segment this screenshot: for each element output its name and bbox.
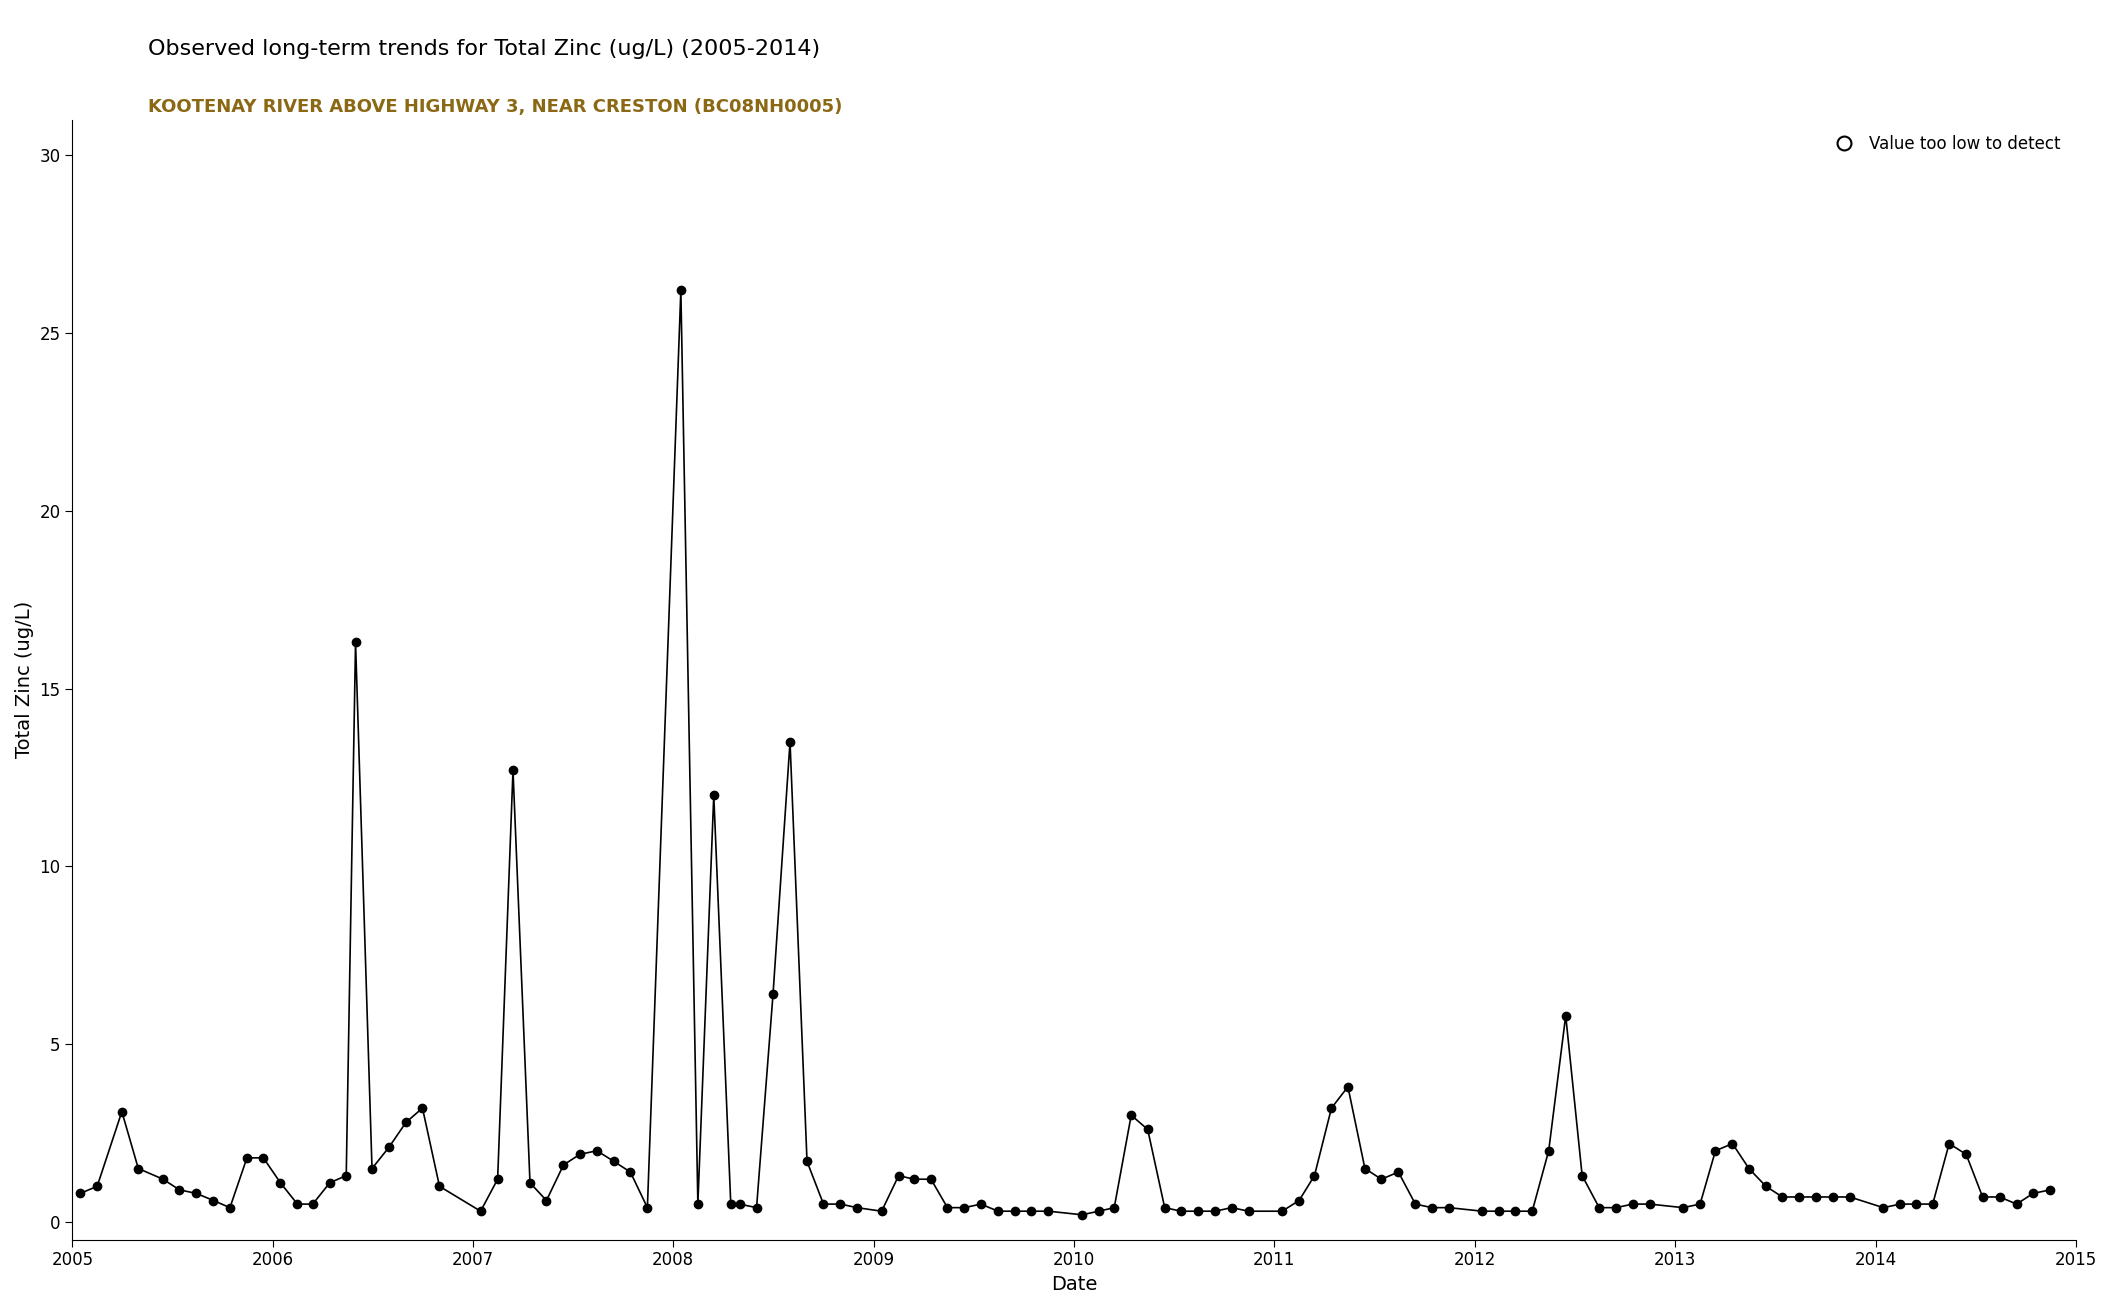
Text: Observed long-term trends for Total Zinc (ug/L) (2005-2014): Observed long-term trends for Total Zinc… bbox=[148, 39, 819, 59]
Legend: Value too low to detect: Value too low to detect bbox=[1821, 128, 2068, 160]
Y-axis label: Total Zinc (ug/L): Total Zinc (ug/L) bbox=[15, 601, 34, 758]
Text: KOOTENAY RIVER ABOVE HIGHWAY 3, NEAR CRESTON (BC08NH0005): KOOTENAY RIVER ABOVE HIGHWAY 3, NEAR CRE… bbox=[148, 98, 843, 117]
X-axis label: Date: Date bbox=[1052, 1275, 1098, 1295]
